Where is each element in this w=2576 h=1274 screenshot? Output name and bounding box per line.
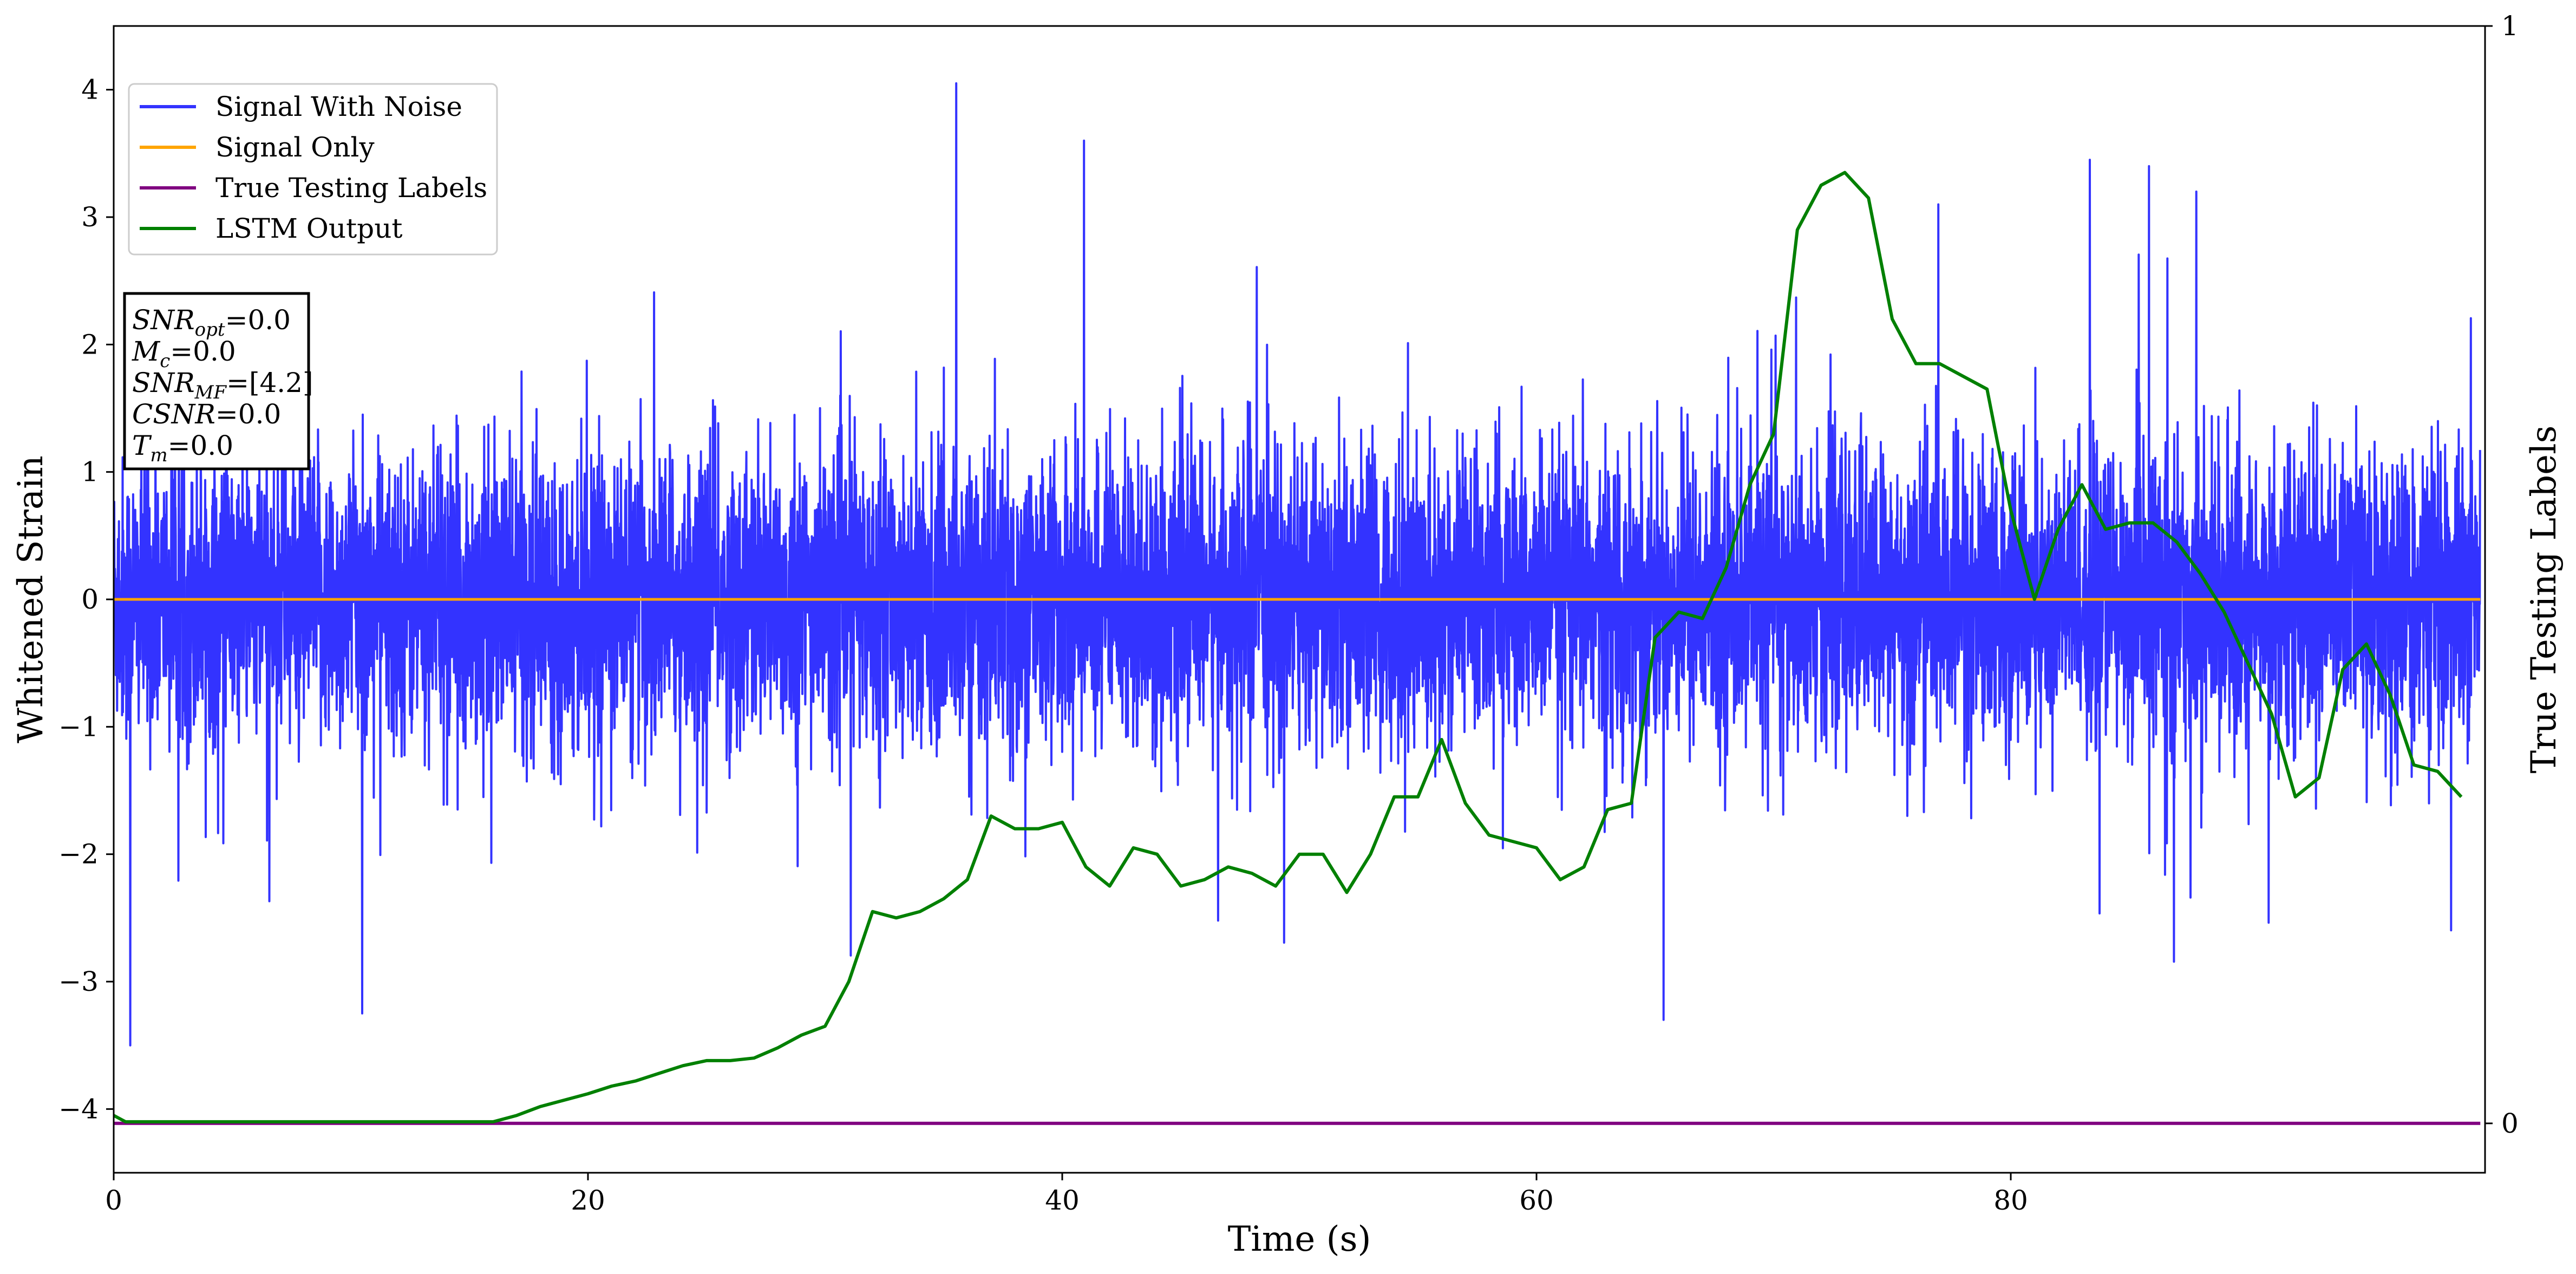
legend-label: Signal With Noise <box>215 91 462 122</box>
x-tick-label: 60 <box>1519 1185 1554 1216</box>
y-tick-label: −3 <box>58 966 99 997</box>
info-line: CSNR=0.0 <box>132 398 281 430</box>
info-subscript: MF <box>194 382 227 403</box>
info-symbol: T <box>132 430 152 461</box>
info-symbol: SNR <box>132 367 195 398</box>
info-subscript: opt <box>195 319 225 341</box>
info-line: Tm=0.0 <box>132 430 233 466</box>
lstm-output-line <box>114 171 2463 1123</box>
info-line: Mc=0.0 <box>132 336 236 372</box>
y-tick-label: −2 <box>58 839 99 870</box>
info-symbol: SNR <box>132 304 195 336</box>
info-value: =0.0 <box>168 430 233 461</box>
legend-label: True Testing Labels <box>215 172 487 204</box>
info-box: SNRopt=0.0Mc=0.0SNRMF=[4.2]CSNR=0.0Tm=0.… <box>123 292 313 471</box>
x-tick-label: 80 <box>1993 1185 2028 1216</box>
line-series-layer <box>114 171 2481 1125</box>
info-value: =0.0 <box>215 398 281 430</box>
x-tick-label: 40 <box>1045 1185 1080 1216</box>
info-symbol: CSNR <box>132 398 215 430</box>
legend-box <box>128 83 498 256</box>
y2-tick-label: 0 <box>2501 1108 2519 1139</box>
y-tick-label: 3 <box>81 201 99 233</box>
y-tick-label: −1 <box>58 711 99 742</box>
info-value: =[4.2] <box>226 367 313 398</box>
info-value: =0.0 <box>170 336 236 367</box>
y-axis-title: Whitened Strain <box>11 455 51 743</box>
noise-series-layer <box>114 82 2481 1047</box>
y-tick-label: 4 <box>81 74 99 106</box>
x-axis-title: Time (s) <box>1228 1219 1371 1259</box>
legend-label: Signal Only <box>215 132 375 163</box>
y-tick-label: 2 <box>81 329 99 360</box>
info-symbol: M <box>132 336 161 367</box>
info-line: SNRopt=0.0 <box>132 304 291 341</box>
info-subscript: c <box>160 350 170 372</box>
x-tick-label: 0 <box>105 1185 122 1216</box>
y2-axis-title: True Testing Labels <box>2524 426 2564 774</box>
info-line: SNRMF=[4.2] <box>132 367 313 403</box>
signal-with-noise-line <box>114 82 2481 1047</box>
y-tick-label: 0 <box>81 584 99 615</box>
legend: Signal With Noise Signal Only True Testing… <box>128 83 498 256</box>
legend-label: LSTM Output <box>215 213 402 244</box>
info-subscript: m <box>150 445 167 466</box>
info-box-frame <box>123 292 310 471</box>
y-tick-label: 1 <box>81 456 99 488</box>
y2-tick-label: 1 <box>2501 10 2519 42</box>
x-tick-label: 20 <box>571 1185 605 1216</box>
y-tick-label: −4 <box>58 1093 99 1125</box>
info-value: =0.0 <box>225 304 291 336</box>
